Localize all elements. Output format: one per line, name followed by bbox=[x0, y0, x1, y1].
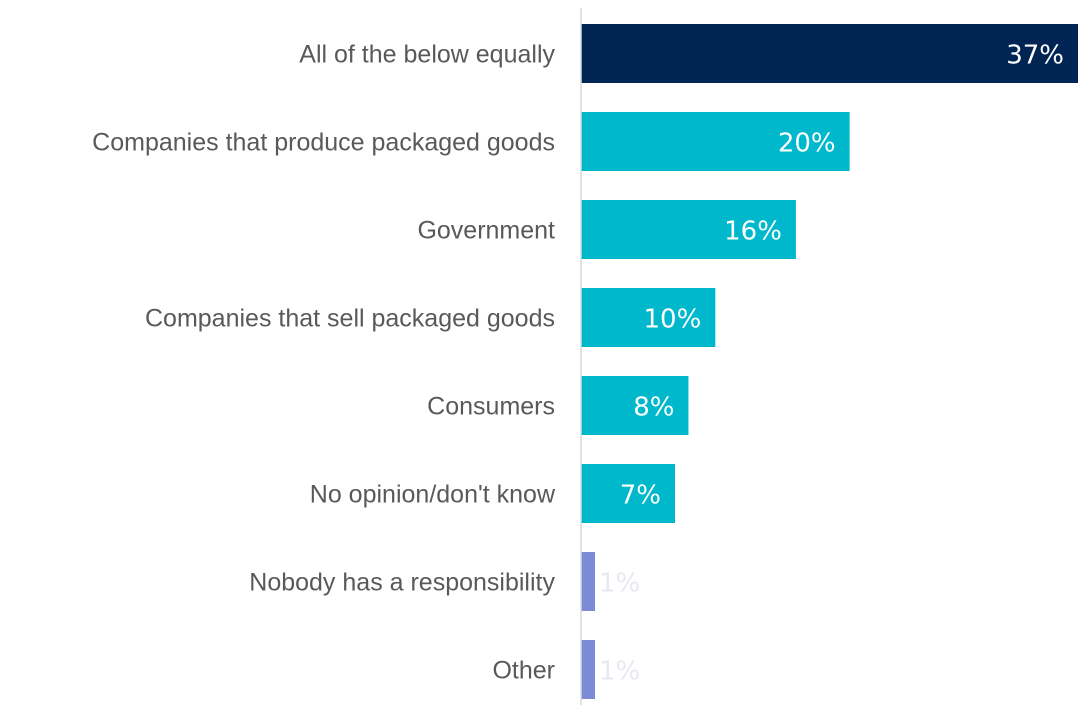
value-labels-group: 37% 20% 16% 10% 8% 7% 1% 1% bbox=[599, 41, 1064, 687]
category-label-5: No opinion/don't know bbox=[310, 481, 556, 509]
bar-2 bbox=[581, 200, 796, 259]
bar-3 bbox=[581, 288, 716, 347]
bar-0 bbox=[581, 24, 1078, 83]
value-label-6: 1% bbox=[599, 569, 640, 599]
category-labels-group: All of the below equally Companies that p… bbox=[92, 41, 556, 685]
bars-group bbox=[581, 24, 1078, 699]
value-label-7: 1% bbox=[599, 657, 640, 687]
category-label-7: Other bbox=[492, 657, 555, 685]
bar-5 bbox=[581, 464, 676, 523]
value-label-5: 7% bbox=[620, 481, 661, 511]
category-label-3: Companies that sell packaged goods bbox=[145, 305, 555, 333]
bar-7 bbox=[581, 640, 595, 699]
value-label-3: 10% bbox=[644, 305, 702, 335]
value-label-1: 20% bbox=[778, 129, 836, 159]
bar-1 bbox=[581, 112, 850, 171]
category-label-4: Consumers bbox=[427, 393, 555, 421]
category-label-2: Government bbox=[417, 217, 555, 245]
value-label-0: 37% bbox=[1006, 41, 1064, 71]
value-label-2: 16% bbox=[724, 217, 782, 247]
category-label-6: Nobody has a responsibility bbox=[249, 569, 555, 597]
category-label-1: Companies that produce packaged goods bbox=[92, 129, 555, 157]
category-label-0: All of the below equally bbox=[299, 41, 555, 69]
bar-6 bbox=[581, 552, 595, 611]
bar-4 bbox=[581, 376, 689, 435]
value-label-4: 8% bbox=[633, 393, 674, 423]
